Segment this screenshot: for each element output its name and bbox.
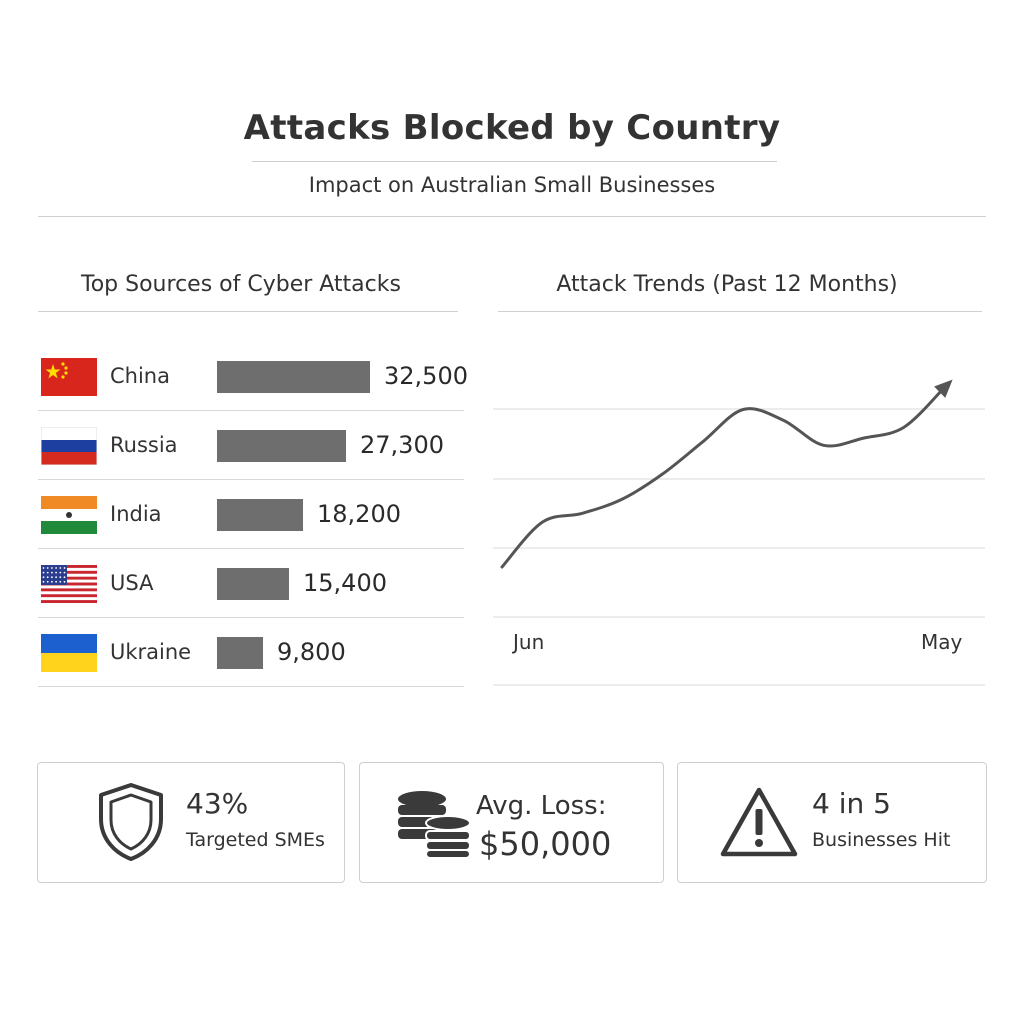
bar-category-label: China [110, 364, 170, 388]
page-title: Attacks Blocked by Country [243, 108, 781, 148]
bar-row-divider [38, 617, 464, 618]
stat-value-targeted: 43% [186, 787, 249, 820]
line-chart-title: Attack Trends (Past 12 Months) [556, 272, 898, 297]
bar [217, 568, 289, 600]
bar-value-label: 32,500 [384, 362, 468, 390]
bar-chart-title-divider [38, 311, 458, 312]
usa-flag-icon [41, 565, 97, 603]
stat-label-targeted: Targeted SMEs [186, 829, 325, 851]
trend-line [500, 386, 946, 569]
bar-chart-title: Top Sources of Cyber Attacks [81, 272, 401, 297]
russia-flag-icon [41, 427, 97, 465]
bar-row-usa: USA 15,400 [38, 549, 464, 618]
stat-card-targeted: 43% Targeted SMEs [37, 762, 345, 883]
ukraine-flag-icon [41, 634, 97, 672]
line-chart-title-divider [498, 311, 982, 312]
bar-category-label: India [110, 502, 162, 526]
bar-row-divider [38, 410, 464, 411]
bar [217, 430, 346, 462]
x-tick-label-start: Jun [513, 630, 545, 654]
bar-row-china: China 32,500 [38, 342, 468, 411]
x-tick-label-end: May [921, 630, 963, 654]
bar-value-label: 9,800 [277, 638, 346, 666]
bar-row-ukraine: Ukraine 9,800 [38, 618, 464, 687]
bar-row-divider [38, 686, 464, 687]
page-subtitle: Impact on Australian Small Businesses [308, 173, 716, 197]
title-underline [252, 161, 777, 162]
bar-category-label: Ukraine [110, 640, 192, 664]
stat-label-businesses-hit: Businesses Hit [812, 829, 951, 851]
coins-icon [398, 791, 471, 859]
shield-icon [99, 783, 163, 861]
warning-icon [720, 787, 798, 857]
bar-value-label: 15,400 [303, 569, 387, 597]
stat-label-avg-loss: Avg. Loss: [476, 791, 607, 821]
bar-value-label: 18,200 [317, 500, 401, 528]
bar [217, 499, 303, 531]
stat-card-avg-loss: Avg. Loss: $50,000 [359, 762, 664, 883]
stat-card-businesses-hit: 4 in 5 Businesses Hit [677, 762, 987, 883]
line-chart-grid [493, 408, 985, 686]
bar-category-label: Russia [110, 433, 178, 457]
bar-category-label: USA [110, 571, 154, 595]
trend-arrow-head [934, 379, 953, 398]
bar [217, 637, 263, 669]
india-flag-icon [41, 496, 97, 534]
header-divider [38, 216, 986, 217]
bar-row-india: India 18,200 [38, 480, 464, 549]
bar-value-label: 27,300 [360, 431, 444, 459]
bar-row-russia: Russia 27,300 [38, 411, 464, 480]
bar [217, 361, 370, 393]
bar-row-divider [38, 479, 464, 480]
china-flag-icon [41, 358, 97, 396]
stat-value-avg-loss: $50,000 [479, 825, 612, 863]
bar-row-divider [38, 548, 464, 549]
stat-value-businesses-hit: 4 in 5 [812, 787, 891, 820]
